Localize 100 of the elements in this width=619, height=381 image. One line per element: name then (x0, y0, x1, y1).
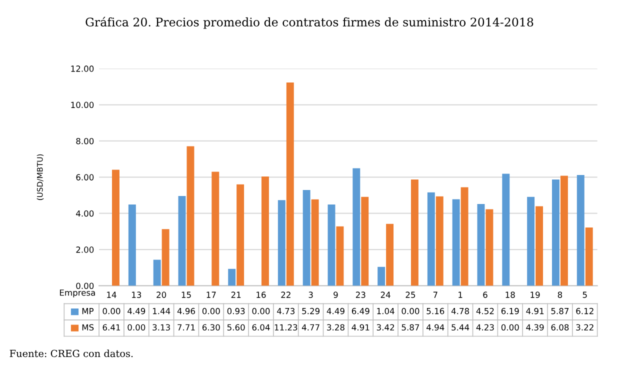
x-tick-label: 25 (406, 292, 416, 298)
data-label: 6.04 (252, 324, 270, 331)
x-tick-label: 5 (582, 292, 587, 298)
data-label: 4.77 (302, 324, 320, 330)
x-axis-title: Empresa (60, 290, 95, 298)
data-label: 4.91 (526, 308, 544, 314)
data-label: 4.91 (352, 324, 370, 331)
x-tick-label: 8 (558, 292, 562, 298)
data-label: 4.23 (476, 324, 494, 331)
bar (128, 204, 136, 286)
bar (486, 209, 494, 286)
bar (452, 199, 460, 286)
data-label: 0.00 (501, 324, 519, 331)
source-note: Fuente: CREG con datos. (10, 350, 133, 358)
data-label: 1.44 (152, 308, 170, 314)
bar (261, 176, 269, 286)
data-label: 5.60 (227, 324, 245, 331)
bar (361, 196, 369, 286)
bar (278, 200, 286, 286)
bar (228, 268, 236, 286)
x-tick-label: 20 (156, 292, 166, 298)
bar (502, 174, 510, 286)
data-label: 6.30 (202, 324, 220, 331)
y-tick-label: 10.00 (71, 102, 94, 108)
y-tick-label: 6.00 (76, 174, 94, 180)
bar (162, 229, 170, 286)
bar (112, 170, 120, 286)
bar (186, 146, 194, 286)
data-label: 5.87 (402, 324, 420, 331)
bar (460, 187, 468, 286)
data-label: 1.04 (377, 308, 394, 314)
x-tick-label: 24 (380, 292, 390, 298)
bar (236, 184, 244, 286)
data-label: 0.00 (202, 308, 220, 314)
bar (212, 172, 220, 286)
data-label: 4.94 (426, 324, 444, 331)
bar (311, 199, 319, 286)
x-tick-label: 18 (506, 292, 515, 298)
x-tick-label: 1 (458, 292, 462, 298)
data-label: 7.71 (178, 324, 195, 330)
x-tick-label: 9 (334, 292, 338, 298)
x-tick-label: 14 (107, 292, 116, 298)
data-label: 5.29 (302, 308, 320, 314)
legend-label: MS (82, 324, 94, 331)
x-tick-label: 19 (530, 292, 540, 298)
data-label: 4.49 (326, 308, 344, 314)
x-tick-label: 15 (182, 292, 191, 298)
x-tick-label: 6 (483, 292, 488, 298)
x-tick-label: 23 (356, 292, 366, 298)
bar (585, 227, 593, 286)
data-label: 0.00 (128, 324, 146, 331)
bar (576, 174, 584, 286)
y-tick-label: 12.00 (71, 66, 94, 72)
bar (286, 82, 294, 286)
bar (336, 226, 344, 286)
bar (352, 168, 360, 286)
x-tick-label: 7 (433, 292, 438, 298)
bar (153, 260, 161, 286)
x-tick-label: 16 (256, 292, 266, 298)
bar (477, 204, 485, 286)
bar (527, 196, 535, 286)
y-tick-label: 4.00 (76, 210, 94, 217)
x-tick-label: 21 (231, 292, 241, 298)
data-label: 3.13 (152, 324, 170, 331)
x-tick-label: 22 (281, 292, 290, 298)
x-tick-label: 13 (132, 292, 142, 298)
data-label: 3.42 (376, 324, 394, 331)
bar (536, 206, 544, 286)
chart-title: Gráfica 20. Precios promedio de contratos firmes de suministro 2014-2018 (86, 16, 534, 29)
data-label: 6.49 (352, 308, 370, 314)
data-label: 5.16 (426, 308, 444, 314)
bar (328, 204, 336, 286)
data-label: 4.52 (476, 308, 494, 314)
data-label: 6.12 (576, 308, 594, 314)
data-label: 0.00 (402, 308, 420, 314)
bar (386, 224, 394, 286)
data-label: 5.44 (452, 324, 470, 331)
data-label: 0.93 (227, 308, 245, 314)
data-label: 3.28 (327, 324, 344, 331)
data-label: 11.23 (274, 324, 298, 331)
bar (410, 180, 418, 286)
data-label: 4.49 (128, 308, 146, 314)
bar (560, 176, 568, 286)
bar (302, 190, 310, 286)
data-label: 4.78 (451, 308, 470, 314)
bar (378, 266, 386, 286)
data-label: 4.39 (526, 324, 544, 331)
y-tick-label: 8.00 (76, 138, 94, 144)
x-tick-label: 3 (308, 292, 313, 298)
legend-label: MP (82, 308, 94, 314)
data-label: 3.22 (576, 324, 594, 331)
data-label: 6.08 (551, 324, 569, 331)
data-label: 4.73 (277, 308, 295, 314)
bar (427, 192, 435, 286)
data-label: 0.00 (102, 308, 120, 314)
data-label: 4.96 (177, 308, 195, 314)
data-label: 5.87 (551, 308, 569, 314)
bar (436, 196, 444, 286)
data-label: 6.19 (501, 308, 519, 314)
y-tick-label: 2.00 (76, 246, 94, 253)
